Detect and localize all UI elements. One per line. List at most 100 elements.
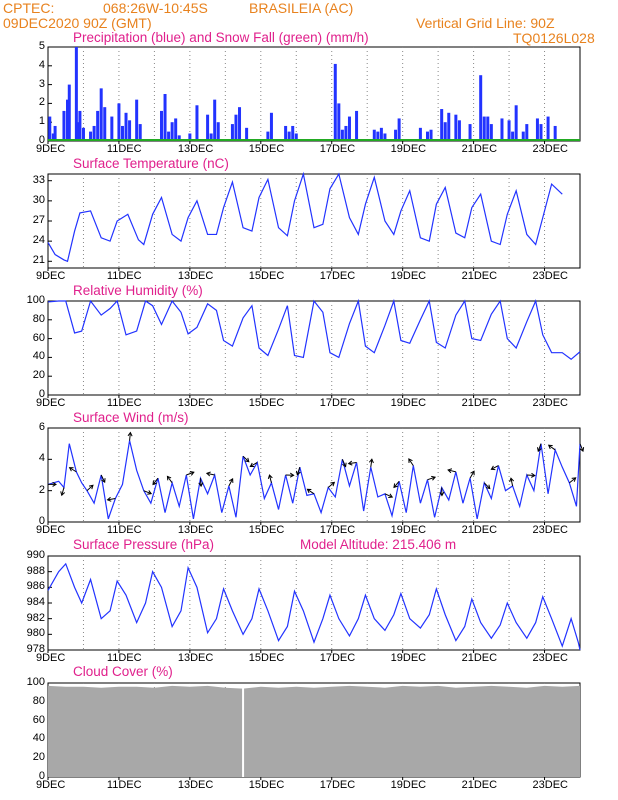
- panel-frame: [47, 173, 581, 269]
- header-date: 09DEC2020 90Z (GMT): [3, 15, 152, 31]
- wind-arrow-head: [342, 462, 347, 468]
- pressure-title: Surface Pressure (hPa): [73, 537, 215, 552]
- x-tick-label: 21DEC: [461, 270, 498, 282]
- wind-arrow-head: [166, 475, 172, 481]
- wind-arrow-head: [447, 468, 453, 474]
- precip-bar: [213, 99, 217, 141]
- wind-arrow: [242, 455, 250, 463]
- precip-bar: [99, 88, 103, 141]
- panel-frame: [47, 555, 581, 651]
- precip-bar: [230, 124, 234, 141]
- wind-arrow: [228, 478, 234, 487]
- x-tick-label: 21DEC: [461, 143, 498, 155]
- x-tick-label: 19DEC: [390, 270, 427, 282]
- precip-bar: [62, 110, 66, 141]
- y-tick-label: 33: [32, 173, 45, 186]
- precip-bar: [124, 112, 128, 141]
- wind-arrow: [447, 469, 456, 473]
- y-tick-label: 986: [26, 580, 45, 593]
- precip-bar: [333, 63, 337, 141]
- wind-arrow-head: [289, 472, 295, 478]
- precip-bar: [514, 105, 518, 141]
- precip-bar: [110, 116, 114, 141]
- y-tick-label: 3: [38, 77, 45, 90]
- precip-bar: [138, 124, 142, 141]
- precip-bar: [443, 122, 447, 141]
- x-tick-label: 23DEC: [532, 397, 568, 409]
- precip-bar: [209, 133, 213, 141]
- wind-arrow-head: [439, 491, 445, 497]
- wind-arrow-head: [347, 460, 353, 466]
- x-tick-label: 23DEC: [532, 270, 568, 282]
- precip-bar: [468, 124, 472, 141]
- precip-bar: [383, 133, 387, 141]
- x-tick-label: 17DEC: [319, 143, 356, 155]
- precip-bar: [397, 118, 401, 141]
- wind-arrow-head: [536, 447, 542, 453]
- precip-bar: [355, 110, 359, 141]
- x-tick-label: 13DEC: [177, 397, 214, 409]
- precip-bar: [245, 127, 249, 141]
- wind-arrow: [370, 459, 373, 468]
- precip-bar: [269, 112, 273, 141]
- header-grid-line: Vertical Grid Line: 90Z: [416, 15, 555, 31]
- wind-arrow-head: [306, 488, 312, 494]
- header-coords: 068:26W-10:45S: [103, 0, 208, 16]
- y-tick-label: 60: [32, 713, 45, 726]
- x-tick-label: 19DEC: [390, 779, 427, 791]
- wind-arrow: [483, 482, 491, 489]
- precip-bar: [447, 112, 451, 141]
- precip-bar: [163, 94, 167, 141]
- series-line-pres: [47, 562, 581, 651]
- wind-arrow-head: [189, 471, 195, 476]
- wind-arrow: [510, 478, 514, 487]
- wind-arrow: [61, 487, 65, 496]
- wind-arrow-head: [249, 462, 255, 468]
- x-tick-label: 15DEC: [248, 524, 285, 536]
- x-tick-label: 19DEC: [390, 524, 427, 536]
- precip-bar: [120, 125, 124, 141]
- precip-bar: [376, 131, 380, 141]
- wind-title: Surface Wind (m/s): [73, 410, 189, 425]
- precip-bar: [117, 103, 121, 141]
- x-tick-label: 11DEC: [106, 524, 142, 536]
- precip-bar: [440, 109, 444, 141]
- x-tick-label: 23DEC: [532, 524, 568, 536]
- wind-arrow-head: [228, 478, 234, 483]
- x-tick-label: 11DEC: [106, 652, 142, 664]
- x-tick-label: 11DEC: [106, 270, 142, 282]
- y-tick-label: 978: [26, 643, 45, 655]
- y-tick-label: 40: [32, 732, 45, 745]
- precip-bar: [372, 129, 376, 141]
- precip-bar: [347, 116, 351, 141]
- wind-arrow-head: [509, 477, 515, 483]
- precip-bar: [238, 107, 242, 141]
- wind-arrow: [569, 477, 576, 484]
- y-tick-label: 24: [32, 234, 45, 247]
- wind-arrow: [200, 478, 202, 487]
- precip-bar: [394, 129, 398, 141]
- wind-arrow-head: [68, 467, 74, 472]
- precip-bar: [535, 118, 539, 141]
- wind-arrow-head: [490, 465, 496, 471]
- header-source: CPTEC:: [3, 0, 55, 16]
- wind-arrow-head: [485, 484, 491, 490]
- wind-arrow: [186, 471, 195, 476]
- series-line-wind: [47, 440, 581, 520]
- x-tick-label: 13DEC: [177, 524, 214, 536]
- x-tick-label: 23DEC: [532, 143, 568, 155]
- wind-arrow: [152, 477, 159, 485]
- x-tick-label: 15DEC: [248, 652, 285, 664]
- x-tick-label: 11DEC: [106, 143, 142, 155]
- wind-arrow: [69, 467, 77, 473]
- x-tick-label: 15DEC: [248, 270, 285, 282]
- y-tick-label: 988: [26, 564, 45, 577]
- x-tick-label: 17DEC: [319, 779, 356, 791]
- x-tick-label: 21DEC: [461, 524, 498, 536]
- precip-bar: [507, 120, 511, 141]
- y-tick-label: 60: [32, 331, 45, 344]
- x-tick-label: 15DEC: [248, 143, 285, 155]
- precip-bar: [234, 114, 238, 141]
- wind-arrow-head: [101, 478, 106, 484]
